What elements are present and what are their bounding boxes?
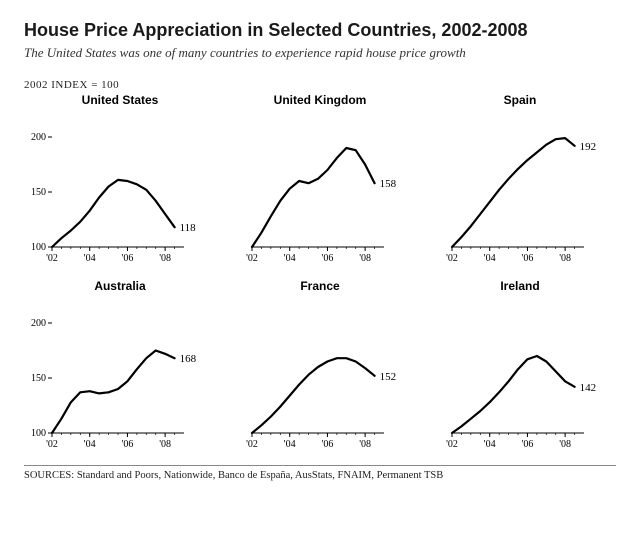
svg-text:'04: '04 [84,253,96,264]
svg-text:'08: '08 [159,253,171,264]
panel-title: Ireland [424,279,616,293]
svg-text:192: 192 [580,141,597,153]
panel-title: Spain [424,93,616,107]
chart-grid: United States'02'04'06'08100150200118Uni… [24,93,616,455]
svg-text:152: 152 [380,371,397,383]
svg-text:'06: '06 [322,439,334,450]
sources-prefix: SOURCES: [24,470,74,481]
svg-text:142: 142 [580,382,597,394]
svg-text:'04: '04 [284,253,296,264]
chart-title: House Price Appreciation in Selected Cou… [24,20,616,41]
line-chart: '02 '04 '06 '08 158 [224,109,416,269]
svg-text:150: 150 [31,373,46,384]
svg-text:'08: '08 [359,253,371,264]
svg-text:100: 100 [31,428,46,439]
svg-text:118: 118 [180,222,197,234]
svg-text:'02: '02 [46,439,58,450]
index-label: 2002 INDEX = 100 [24,79,616,91]
chart-panel: France '02 '04 '06 '08 152 [224,279,416,455]
svg-text:200: 200 [31,132,46,143]
svg-text:'08: '08 [559,439,571,450]
panel-title: Australia [24,279,216,293]
svg-text:'02: '02 [446,439,458,450]
chart-subtitle: The United States was one of many countr… [24,45,616,61]
chart-panel: Spain '02 '04 '06 '08 192 [424,93,616,269]
svg-text:'06: '06 [322,253,334,264]
svg-text:'04: '04 [484,439,496,450]
svg-text:200: 200 [31,318,46,329]
svg-text:'06: '06 [522,253,534,264]
svg-text:'08: '08 [159,439,171,450]
svg-text:158: 158 [380,178,397,190]
svg-text:'02: '02 [46,253,58,264]
svg-text:'04: '04 [484,253,496,264]
svg-text:'06: '06 [122,253,134,264]
sources-text: Standard and Poors, Nationwide, Banco de… [77,470,443,481]
line-chart: '02 '04 '06 '08 100 150 200 168 [24,295,216,455]
panel-title: United States [24,93,216,107]
svg-text:'04: '04 [84,439,96,450]
chart-panel: United States '02 '04 '06 '08 100 150 200 118 [24,93,216,269]
svg-text:'02: '02 [246,253,258,264]
chart-panel: United Kingdom '02 '04 '06 '08 158 [224,93,416,269]
svg-text:'08: '08 [559,253,571,264]
line-chart: '02 '04 '06 '08 152 [224,295,416,455]
line-chart: '02 '04 '06 '08 192 [424,109,616,269]
sources-line: SOURCES: Standard and Poors, Nationwide,… [24,465,616,481]
panel-title: United Kingdom [224,93,416,107]
panel-title: France [224,279,416,293]
svg-text:'02: '02 [446,253,458,264]
svg-text:'02: '02 [246,439,258,450]
chart-panel: Australia '02 '04 '06 '08 100 150 200 168 [24,279,216,455]
line-chart: '02 '04 '06 '08 100 150 200 118 [24,109,216,269]
svg-text:'06: '06 [122,439,134,450]
line-chart: '02 '04 '06 '08 142 [424,295,616,455]
svg-text:'08: '08 [359,439,371,450]
svg-text:100: 100 [31,242,46,253]
svg-text:168: 168 [180,353,197,365]
svg-text:150: 150 [31,187,46,198]
svg-text:'06: '06 [522,439,534,450]
svg-text:'04: '04 [284,439,296,450]
chart-panel: Ireland '02 '04 '06 '08 142 [424,279,616,455]
